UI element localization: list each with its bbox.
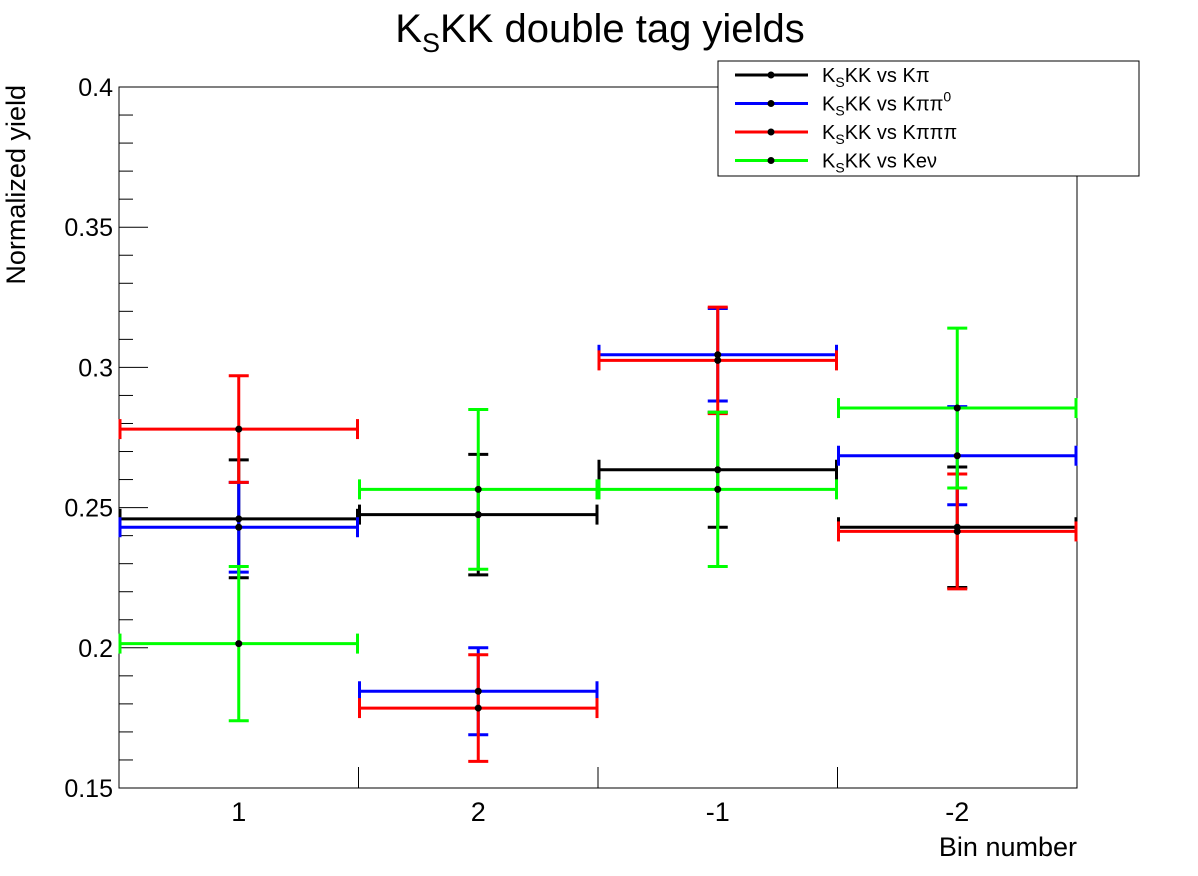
legend-label: KSKK vs Kπππ: [822, 122, 957, 147]
x-axis-label: Bin number: [939, 832, 1077, 862]
chart-title: KSKK double tag yields: [395, 7, 804, 58]
legend-entry: KSKK vs Kππ0: [735, 89, 951, 119]
data-point: [474, 485, 482, 493]
data-point: [714, 466, 722, 474]
x-tick-label: -2: [945, 797, 969, 827]
x-tick-label: -1: [706, 797, 730, 827]
legend-marker: [767, 128, 775, 136]
data-point: [474, 511, 482, 519]
legend-entry: KSKK vs Kπππ: [735, 122, 957, 147]
x-tick-label: 1: [231, 797, 246, 827]
data-point: [714, 351, 722, 359]
legend-entry: KSKK vs Keν: [735, 151, 937, 176]
legend-marker: [767, 71, 775, 79]
data-point: [953, 404, 961, 412]
data-point: [235, 515, 243, 523]
legend-marker: [767, 157, 775, 164]
y-axis-label: Normalized yield: [1, 85, 31, 285]
y-tick-label: 0.35: [64, 214, 113, 242]
y-tick-label: 0.4: [78, 74, 113, 102]
data-point: [235, 523, 243, 531]
y-tick-label: 0.25: [64, 495, 113, 523]
data-point: [235, 425, 243, 433]
series-1: [118, 410, 1078, 590]
y-tick-label: 0.3: [78, 354, 113, 382]
x-tick-label: 2: [471, 797, 486, 827]
data-series: [118, 305, 1078, 763]
y-tick-label: 0.2: [78, 635, 113, 663]
data-point: [714, 356, 722, 364]
legend-label: KSKK vs Kπ: [822, 65, 930, 90]
legend-label: KSKK vs Keν: [822, 151, 937, 176]
legend-box: [717, 60, 1140, 177]
x-axis: 1 2 -1 -2: [231, 767, 969, 827]
data-point: [474, 704, 482, 712]
data-point: [235, 640, 243, 648]
data-point: [953, 452, 961, 460]
legend-label: KSKK vs Kππ0: [822, 89, 951, 119]
data-point: [714, 485, 722, 493]
legend-entry: KSKK vs Kπ: [735, 65, 930, 90]
data-point: [474, 687, 482, 695]
legend-marker: [767, 100, 775, 107]
y-tick-label: 0.15: [64, 775, 113, 803]
y-axis: 0.15 0.2 0.25 0.3 0.35 0.4: [64, 74, 148, 803]
data-point: [953, 527, 961, 535]
